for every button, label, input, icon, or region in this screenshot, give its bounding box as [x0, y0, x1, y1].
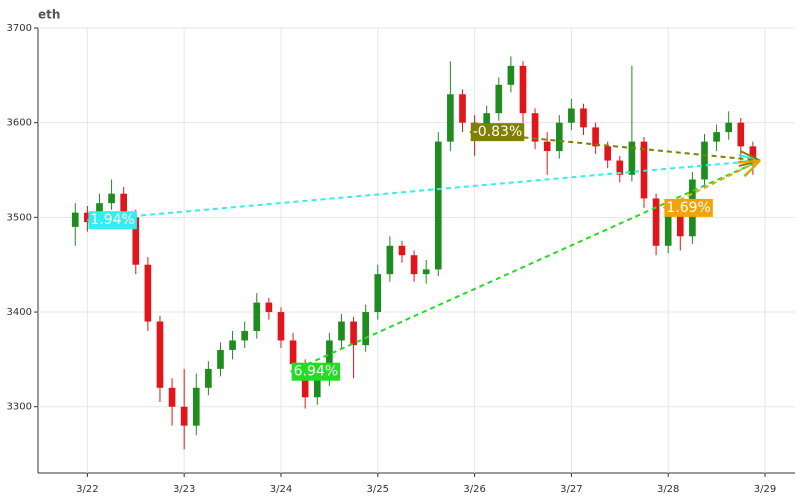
candle-body	[229, 340, 236, 350]
candle-body	[71, 212, 79, 227]
candle-body	[628, 141, 636, 175]
candle-body	[326, 340, 333, 379]
candle-body	[410, 255, 418, 275]
candle-body	[168, 387, 176, 407]
annotation-label: 6.94%	[294, 364, 338, 380]
candle-body	[205, 368, 212, 388]
candle-body	[495, 84, 503, 114]
candle-body	[604, 146, 612, 161]
annotation-box	[88, 211, 137, 230]
candle-body	[217, 349, 224, 369]
candle-body	[265, 302, 273, 313]
candle-body	[144, 264, 152, 322]
x-tick-label: 3/27	[560, 484, 582, 495]
candle-body	[507, 65, 515, 85]
candle-body	[277, 312, 285, 341]
candle-body	[447, 94, 454, 142]
candle-body	[568, 108, 575, 123]
candle-body	[676, 212, 684, 237]
candle-body	[84, 212, 91, 223]
candle-body	[483, 113, 491, 128]
candle-body	[555, 122, 563, 152]
arrow-head	[738, 159, 761, 164]
x-tick-label: 3/26	[463, 484, 485, 495]
candle-body	[459, 94, 466, 123]
annotation-arrow	[87, 159, 761, 222]
y-tick-label: 3400	[7, 307, 32, 318]
annotation-label: 1.94%	[90, 212, 134, 228]
x-tick-label: 3/29	[754, 484, 776, 495]
candle-body	[156, 321, 164, 388]
arrow-head	[739, 150, 761, 162]
candle-body	[725, 122, 733, 133]
candle-body	[338, 321, 345, 341]
candle-body	[519, 65, 527, 114]
candle-body	[350, 321, 357, 346]
candle-body	[592, 127, 599, 147]
candle-body	[580, 108, 587, 128]
annotation-box	[470, 123, 525, 142]
arrow-head	[744, 159, 761, 178]
annotation-label: 1.69%	[666, 200, 710, 216]
annotation-box	[664, 198, 713, 217]
y-tick-label: 3500	[7, 212, 32, 223]
candle-body	[652, 198, 660, 246]
candle-body	[253, 302, 261, 331]
candle-body	[664, 212, 672, 246]
candle-body	[132, 217, 140, 265]
candle-body	[180, 406, 188, 426]
candle-body	[434, 141, 442, 270]
x-tick-label: 3/23	[173, 484, 195, 495]
candle-body	[398, 245, 406, 256]
candle-body	[108, 193, 115, 204]
x-tick-label: 3/24	[270, 484, 292, 495]
candle-body	[713, 132, 720, 142]
candle-body	[543, 141, 551, 152]
candle-body	[120, 193, 127, 218]
y-tick-label: 3600	[7, 118, 32, 129]
x-tick-label: 3/28	[657, 484, 679, 495]
candle-body	[289, 340, 297, 365]
chart-title: eth	[38, 8, 60, 22]
candle-body	[422, 269, 430, 275]
annotation-arrow	[290, 159, 761, 373]
annotation-label: -0.83%	[473, 124, 523, 140]
candle-body	[737, 122, 745, 147]
x-tick-label: 3/25	[367, 484, 389, 495]
y-tick-label: 3300	[7, 402, 32, 413]
candle-body	[313, 378, 321, 398]
candle-body	[701, 141, 708, 180]
candle-body	[386, 245, 394, 275]
candle-body	[362, 312, 370, 346]
x-tick-label: 3/22	[76, 484, 98, 495]
candle-body	[241, 330, 249, 341]
candle-body	[374, 274, 382, 313]
candle-body	[192, 387, 200, 426]
candle-body	[531, 113, 539, 142]
candle-body	[616, 160, 624, 175]
candle-body	[749, 146, 757, 161]
annotation-box	[291, 362, 341, 381]
y-tick-label: 3700	[7, 23, 32, 34]
